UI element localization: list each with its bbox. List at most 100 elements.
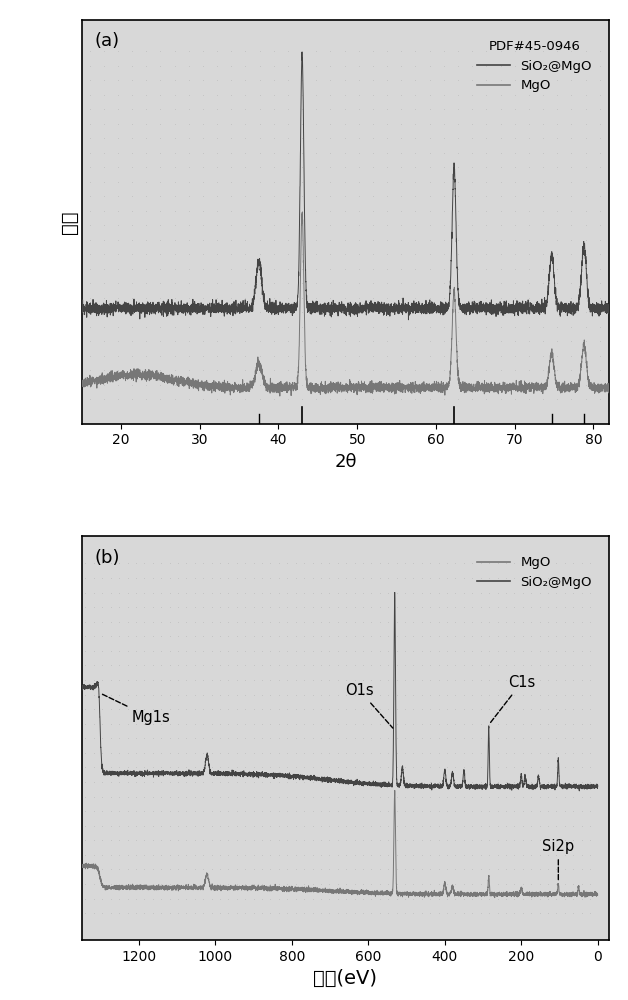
Point [165,570,175,586]
Point [585,891,595,907]
Point [400,745,410,761]
Point [122,585,133,601]
Point [585,585,595,601]
Point [492,599,502,615]
Point [560,789,570,805]
Point [517,716,528,732]
Point [577,745,587,761]
Point [274,716,284,732]
Point [580,304,590,320]
Point [114,687,124,703]
Point [467,555,477,571]
Point [538,58,548,74]
Point [524,319,534,335]
Point [510,43,520,59]
Point [139,716,149,732]
Point [354,203,364,219]
Point [382,261,392,277]
Point [291,818,301,834]
Point [526,891,536,907]
Point [198,203,208,219]
Point [560,832,570,848]
Point [297,174,307,190]
Point [148,585,158,601]
Point [212,362,222,378]
Point [156,643,166,659]
Point [425,687,435,703]
Point [249,657,259,673]
Point [207,643,217,659]
Point [425,101,435,117]
Point [184,145,194,161]
Point [534,672,544,688]
Point [509,891,519,907]
Point [358,701,368,717]
Point [325,217,335,233]
Point [198,130,208,146]
Point [484,789,494,805]
Point [212,232,222,248]
Point [207,789,217,805]
Point [127,275,137,291]
Point [269,304,279,320]
Point [595,145,605,161]
Point [89,789,99,805]
Point [434,861,444,877]
Point [383,905,393,921]
Point [226,261,236,277]
Point [492,585,502,601]
Point [354,348,364,364]
Point [148,759,158,775]
Point [122,555,133,571]
Point [595,348,605,364]
Point [316,818,326,834]
Point [354,377,364,393]
Point [170,319,180,335]
Point [408,614,418,630]
Point [408,876,418,892]
Point [85,348,95,364]
Point [509,555,519,571]
Point [165,628,175,644]
Point [106,891,116,907]
Point [333,803,343,819]
Point [467,304,477,320]
Point [291,657,301,673]
Point [551,614,561,630]
Point [595,72,605,88]
Point [269,43,279,59]
Point [475,657,485,673]
Point [156,628,166,644]
Point [453,290,463,306]
Point [139,628,149,644]
Point [585,614,595,630]
Point [392,672,402,688]
Point [453,232,463,248]
Point [316,803,326,819]
Point [257,643,267,659]
Point [308,803,318,819]
Point [127,43,137,59]
Point [215,599,225,615]
Point [510,159,520,175]
Point [316,759,326,775]
Point [198,876,208,892]
Point [354,130,364,146]
Point [283,261,293,277]
Point [97,599,107,615]
Point [165,891,175,907]
Point [425,643,435,659]
Point [85,246,95,262]
Point [274,687,284,703]
Point [297,232,307,248]
Point [249,599,259,615]
Point [577,701,587,717]
Point [99,319,109,335]
Point [408,599,418,615]
Point [269,290,279,306]
Point [577,774,587,790]
Point [299,832,309,848]
Point [181,716,192,732]
Point [266,701,276,717]
Point [139,687,149,703]
